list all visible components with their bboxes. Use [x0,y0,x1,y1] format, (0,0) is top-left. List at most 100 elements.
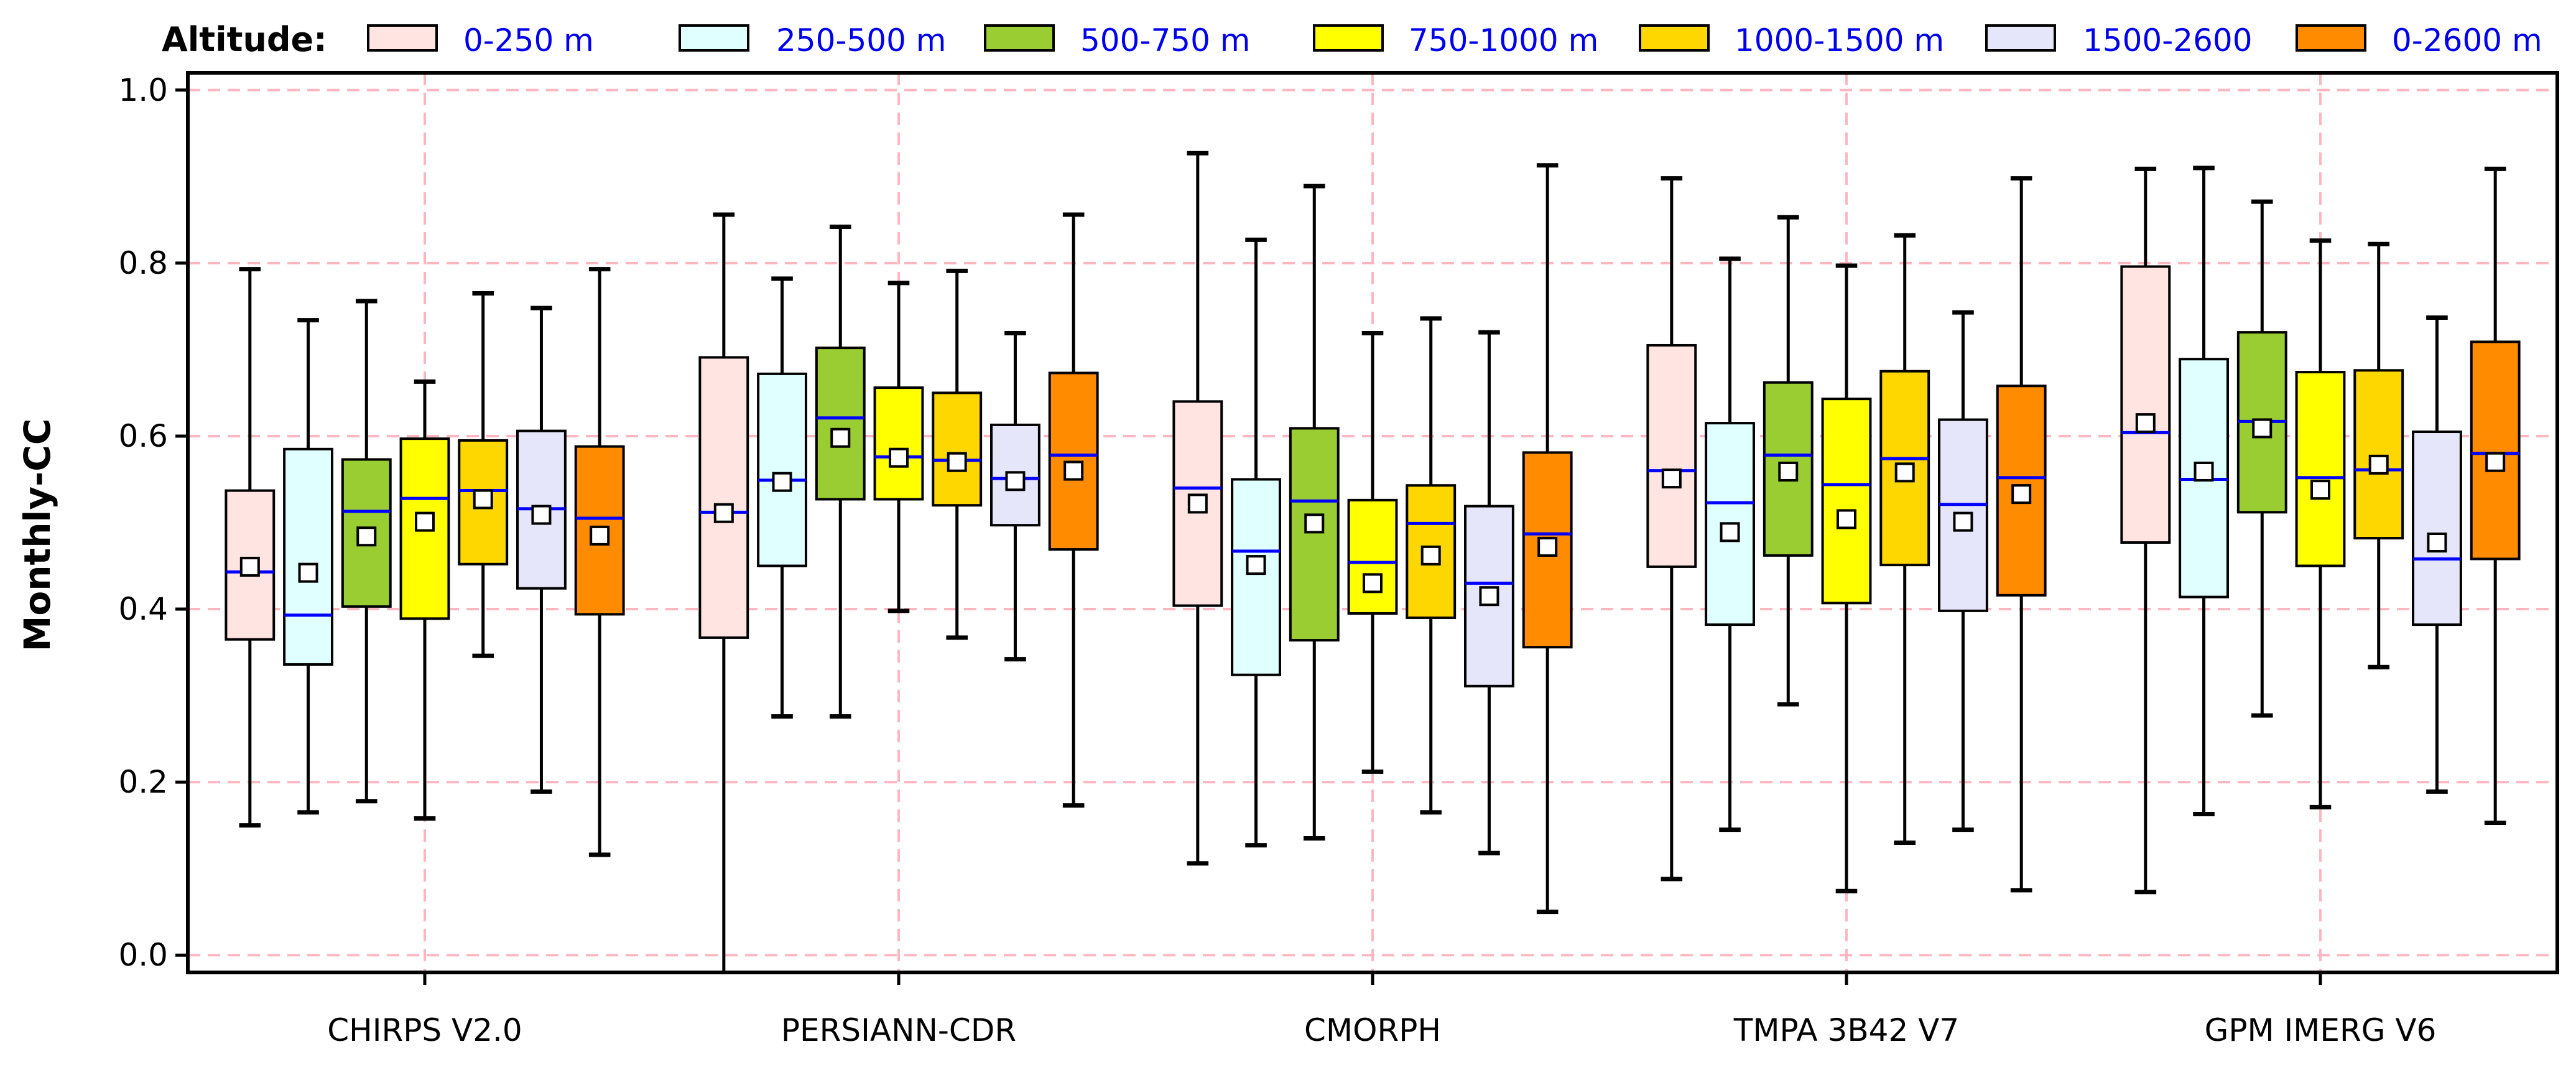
box-2-5 [1464,330,1514,855]
x-tick-label: TMPA 3B42 V7 [1733,1012,1959,1048]
box-4-4 [2353,241,2404,669]
mean-marker [356,526,377,547]
legend-swatch-2 [984,24,1055,52]
box-3-2 [1763,215,1814,707]
mean-marker [1479,586,1499,607]
y-tick-label: 0.2 [118,764,168,800]
y-tick-label: 0.6 [118,418,168,454]
box-3-5 [1938,310,1988,832]
x-tick-label: PERSIANN-CDR [781,1012,1016,1048]
legend-label-4: 1000-1500 m [1735,22,1944,58]
box-iqr [458,439,509,566]
mean-marker [2011,484,2032,505]
legend-label-2: 500-750 m [1080,22,1251,58]
box-iqr [1347,498,1398,615]
box-iqr [815,347,866,501]
box-4-3 [2295,238,2346,809]
mean-marker [1005,471,1026,492]
mean-marker [947,452,967,472]
box-iqr [1464,505,1514,687]
box-iqr [1938,418,1988,612]
mean-marker [2485,452,2506,472]
mean-marker [1537,536,1558,557]
mean-marker [473,489,493,510]
box-1-4 [932,268,983,640]
box-1-0 [698,212,749,972]
mean-marker [889,447,909,468]
box-2-0 [1172,151,1223,866]
mean-marker [531,505,552,525]
box-iqr [2120,265,2171,544]
box-1-5 [990,331,1040,662]
legend-label-5: 1500-2600 [2083,22,2253,58]
mean-marker [2194,461,2214,482]
legend-swatch-0 [367,24,438,52]
legend-swatch-4 [1639,24,1710,52]
box-4-0 [2120,166,2171,895]
box-iqr [2470,340,2521,561]
legend-label-3: 750-1000 m [1409,22,1598,58]
box-iqr [757,372,807,567]
mean-marker [1894,462,1915,483]
legend-label-1: 250-500 m [776,22,947,58]
box-0-6 [574,267,625,857]
mean-marker [1063,460,1084,481]
mean-marker [2427,532,2447,552]
box-iqr [932,391,983,507]
box-1-3 [873,281,924,613]
mean-marker [2135,413,2156,434]
mean-marker [1778,461,1799,482]
mean-marker [1420,545,1441,566]
mean-marker [772,472,792,492]
box-iqr [1172,400,1223,607]
mean-marker [1953,511,1973,532]
box-4-2 [2236,199,2287,718]
legend-swatch-3 [1313,24,1384,52]
box-1-1 [757,276,807,719]
box-4-5 [2412,315,2462,794]
legend-swatch-6 [2296,24,2366,52]
legend-label-6: 0-2600 m [2392,22,2542,58]
mean-marker [713,503,734,523]
mean-marker [1246,555,1266,575]
legend-swatch-5 [1985,24,2056,52]
mean-marker [2310,480,2330,500]
box-1-2 [815,224,866,719]
x-tick-label: CMORPH [1304,1012,1441,1048]
box-layer [225,151,2521,972]
box-iqr [2295,371,2346,567]
mean-marker [1720,522,1740,543]
mean-marker [239,556,260,577]
box-0-1 [283,318,333,815]
box-iqr [283,447,333,666]
legend-title: Altitude: [162,20,327,59]
y-tick-label: 0.0 [118,937,168,973]
box-2-6 [1522,163,1573,915]
mean-marker [1363,573,1383,594]
mean-marker [1304,513,1325,534]
mean-marker [1187,493,1208,514]
y-tick-label: 1.0 [118,72,168,108]
legend-label-0: 0-250 m [463,22,594,58]
axes: 0.0 0.2 0.4 0.6 0.8 1.0 CHIRPS V2.0 PERSIANN-CD… [118,72,2436,1048]
box-0-5 [516,305,567,794]
mean-marker [2252,418,2273,439]
box-2-1 [1231,237,1281,848]
x-tick-label: CHIRPS V2.0 [327,1012,522,1048]
mean-marker [2368,454,2389,475]
box-0-4 [458,291,509,658]
mean-marker [298,562,318,583]
box-1-6 [1048,212,1099,808]
box-iqr [1231,478,1281,676]
mean-marker [590,525,610,546]
box-iqr [1646,343,1697,568]
box-3-4 [1879,233,1930,845]
y-axis-label: Monthly-CC [16,419,58,652]
box-3-3 [1821,263,1872,893]
box-2-2 [1289,184,1340,841]
legend-swatch-1 [679,24,749,52]
box-3-1 [1705,256,1755,832]
mean-marker [415,511,435,532]
box-0-2 [341,299,392,804]
